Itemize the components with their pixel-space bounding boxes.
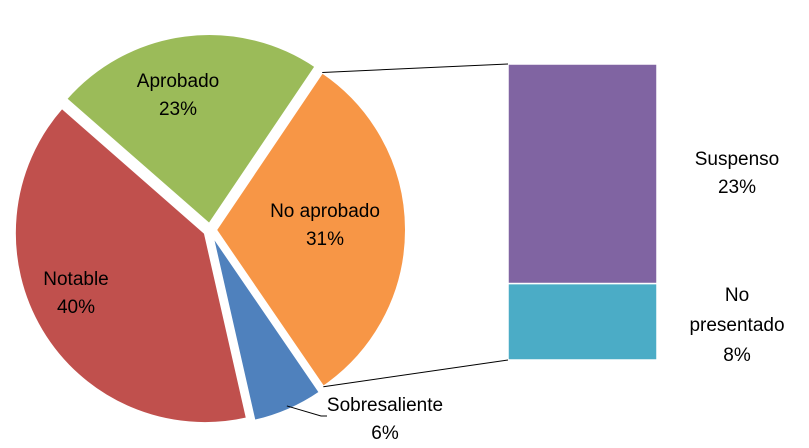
pie-slice	[214, 71, 407, 389]
bar-label: Suspenso	[695, 149, 780, 170]
pie-value-label: 31%	[306, 229, 344, 250]
bar-segment	[507, 282, 658, 361]
pie-slice	[64, 33, 317, 226]
pie-label: Aprobado	[137, 71, 219, 92]
pie-slice	[13, 106, 249, 425]
pie-label: No aprobado	[270, 201, 380, 222]
pie-slice	[211, 234, 322, 422]
pie-value-label: 23%	[159, 99, 197, 120]
bar-segment	[507, 63, 658, 285]
bar-label: No presentado	[689, 285, 784, 336]
connector-line	[323, 359, 509, 388]
pie-label: Sobresaliente	[327, 395, 443, 416]
pie-value-label: 6%	[371, 423, 399, 443]
leader-line	[286, 405, 327, 417]
bar-value-label: 8%	[723, 345, 751, 366]
pie-label: Notable	[43, 269, 109, 290]
pie-value-label: 40%	[57, 297, 95, 318]
bar-value-label: 23%	[718, 177, 756, 198]
connector-line	[322, 63, 509, 73]
